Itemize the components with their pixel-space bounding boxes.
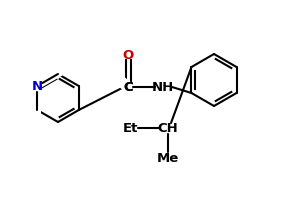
Text: NH: NH (152, 81, 174, 94)
Text: Me: Me (157, 151, 179, 164)
Text: Et: Et (122, 122, 138, 135)
Text: C: C (123, 81, 133, 94)
Text: N: N (32, 80, 43, 93)
Text: CH: CH (158, 122, 178, 135)
Text: C: C (123, 81, 133, 94)
Text: O: O (122, 48, 134, 61)
